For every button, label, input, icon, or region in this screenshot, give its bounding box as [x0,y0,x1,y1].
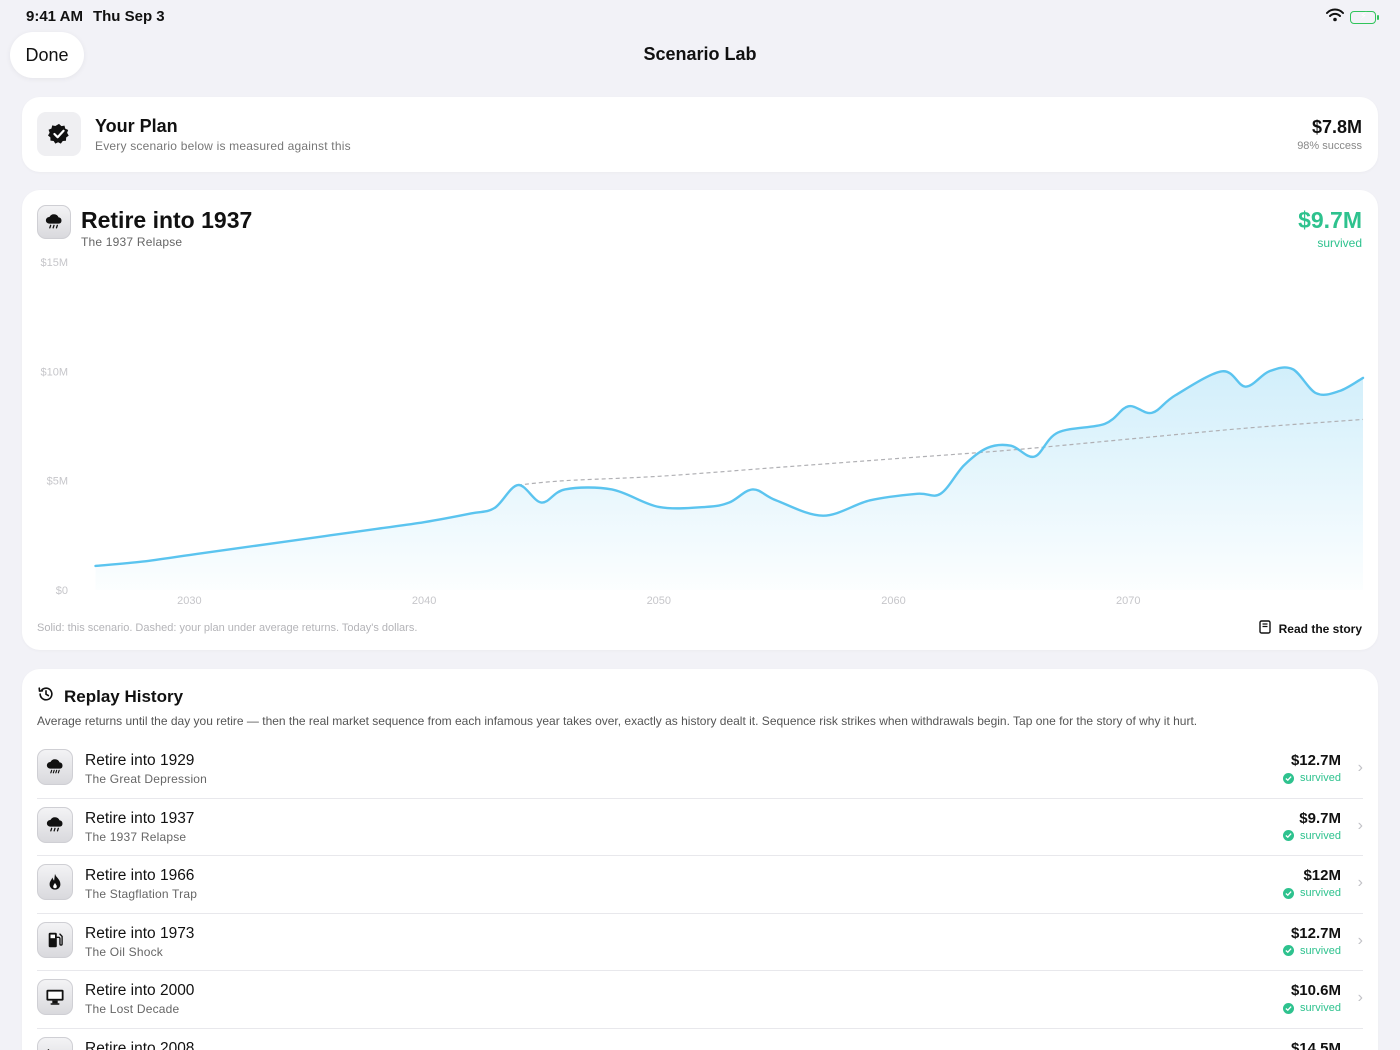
x-tick-label: 2040 [412,595,436,607]
check-circle-icon [1283,945,1295,956]
scenario-status: survived [1317,236,1362,250]
history-row-2008[interactable]: Retire into 2008 $14.5M › [37,1029,1363,1050]
book-icon [1258,620,1271,637]
read-story-label: Read the story [1278,621,1362,636]
plan-card: Your Plan Every scenario below is measur… [22,97,1378,172]
plan-subtitle: Every scenario below is measured against… [95,139,351,153]
storm-cloud-icon [37,806,73,843]
status-icons: ⚡ [1326,8,1379,26]
check-circle-icon [1283,887,1295,899]
row-subtitle: The Stagflation Trap [85,887,198,901]
row-title: Retire into 2008 [85,1039,195,1050]
row-title: Retire into 2000 [85,982,195,999]
history-card: Replay History Average returns until the… [22,669,1378,1050]
row-status-label: survived [1300,887,1341,899]
chevron-right-icon: › [1357,874,1363,891]
row-title: Retire into 1937 [85,809,195,827]
row-subtitle: The Great Depression [85,772,208,786]
chart-legend-note: Solid: this scenario. Dashed: your plan … [37,622,418,634]
history-row-1973[interactable]: Retire into 1973 The Oil Shock $12.7M su… [37,914,1363,971]
row-status-label: survived [1300,1002,1341,1014]
row-status: survived [1283,830,1341,842]
row-value: $12M [1303,867,1341,884]
chevron-right-icon: › [1357,816,1363,834]
row-subtitle: The Oil Shock [85,944,163,959]
y-tick-label: $10M [40,366,68,378]
row-value: $9.7M [1299,809,1341,827]
check-circle-icon [1283,830,1295,841]
scenario-line [94,366,1365,568]
x-tick-label: 2030 [177,595,201,607]
row-title: Retire into 1929 [85,752,195,769]
row-status: survived [1283,945,1341,957]
scenario-subtitle: The 1937 Relapse [81,235,183,249]
row-value: $12.7M [1290,752,1341,769]
history-row-1937[interactable]: Retire into 1937 The 1937 Relapse $9.7M … [37,799,1363,856]
history-row-1929[interactable]: Retire into 1929 The Great Depression $1… [37,741,1363,799]
scenario-chart: $0 $5M $10M $15M 2030 2040 2050 2060 2070 [40,257,1365,607]
desktop-icon [37,979,73,1015]
status-date: Thu Sep 3 [92,7,165,25]
plan-dashed-line [517,418,1364,486]
scenario-card: $0 $5M $10M $15M 2030 2040 2050 2060 2070 Retire… [22,190,1378,650]
battery-icon: ⚡ [1350,10,1379,24]
row-title: Retire into 1966 [85,867,195,884]
y-tick-label: $5M [47,476,68,488]
row-subtitle: The 1937 Relapse [85,829,187,844]
row-status-label: survived [1300,829,1341,842]
row-value: $10.6M [1290,982,1341,999]
check-circle-icon [1283,772,1295,784]
history-icon [37,685,55,708]
row-value: $12.7M [1290,924,1341,942]
fuel-pump-icon [37,921,73,958]
scenario-value: $9.7M [1298,207,1362,233]
history-row-2000[interactable]: Retire into 2000 The Lost Decade $10.6M … [37,971,1363,1029]
row-title: Retire into 1973 [85,924,195,942]
row-status: survived [1283,772,1341,784]
history-list: Retire into 1929 The Great Depression $1… [37,741,1363,1050]
history-row-1966[interactable]: Retire into 1966 The Stagflation Trap $1… [37,856,1363,914]
scenario-title: Retire into 1937 [81,207,253,233]
chevron-right-icon: › [1357,931,1363,949]
check-circle-icon [1283,1002,1295,1014]
chevron-right-icon: › [1357,989,1363,1006]
row-subtitle: The Lost Decade [85,1002,180,1016]
row-status-label: survived [1300,944,1341,957]
history-description: Average returns until the day you retire… [37,714,1198,728]
flame-icon [37,864,73,900]
history-header: Replay History [37,685,183,708]
done-button[interactable]: Done [10,32,84,78]
chart-icon [37,1036,73,1050]
history-title: Replay History [64,686,184,706]
plan-title: Your Plan [95,116,178,136]
scenario-area [95,367,1363,590]
x-tick-label: 2070 [1116,595,1140,607]
row-value: $14.5M [1290,1039,1341,1050]
row-status-label: survived [1300,772,1341,784]
verified-badge-icon [37,112,81,156]
status-time: 9:41 AM [26,7,83,25]
row-status: survived [1283,1002,1341,1014]
x-tick-label: 2060 [881,595,905,607]
storm-cloud-icon [37,205,71,239]
chevron-right-icon: › [1358,1047,1363,1050]
rain-cloud-icon [37,749,73,785]
row-status: survived [1283,887,1341,899]
plan-success-rate: 98% success [1297,140,1362,152]
page-title: Scenario Lab [643,44,757,64]
wifi-icon [1326,8,1344,26]
y-tick-label: $15M [40,257,68,269]
chevron-right-icon: › [1357,759,1363,776]
read-story-button[interactable]: Read the story [1258,620,1362,637]
status-bar: 9:41 AM Thu Sep 3 ⚡ [0,0,1400,32]
nav-bar: Done Scenario Lab [0,32,1400,80]
x-tick-label: 2050 [647,595,671,607]
plan-value: $7.8M [1311,117,1362,137]
y-tick-label: $0 [56,585,68,597]
